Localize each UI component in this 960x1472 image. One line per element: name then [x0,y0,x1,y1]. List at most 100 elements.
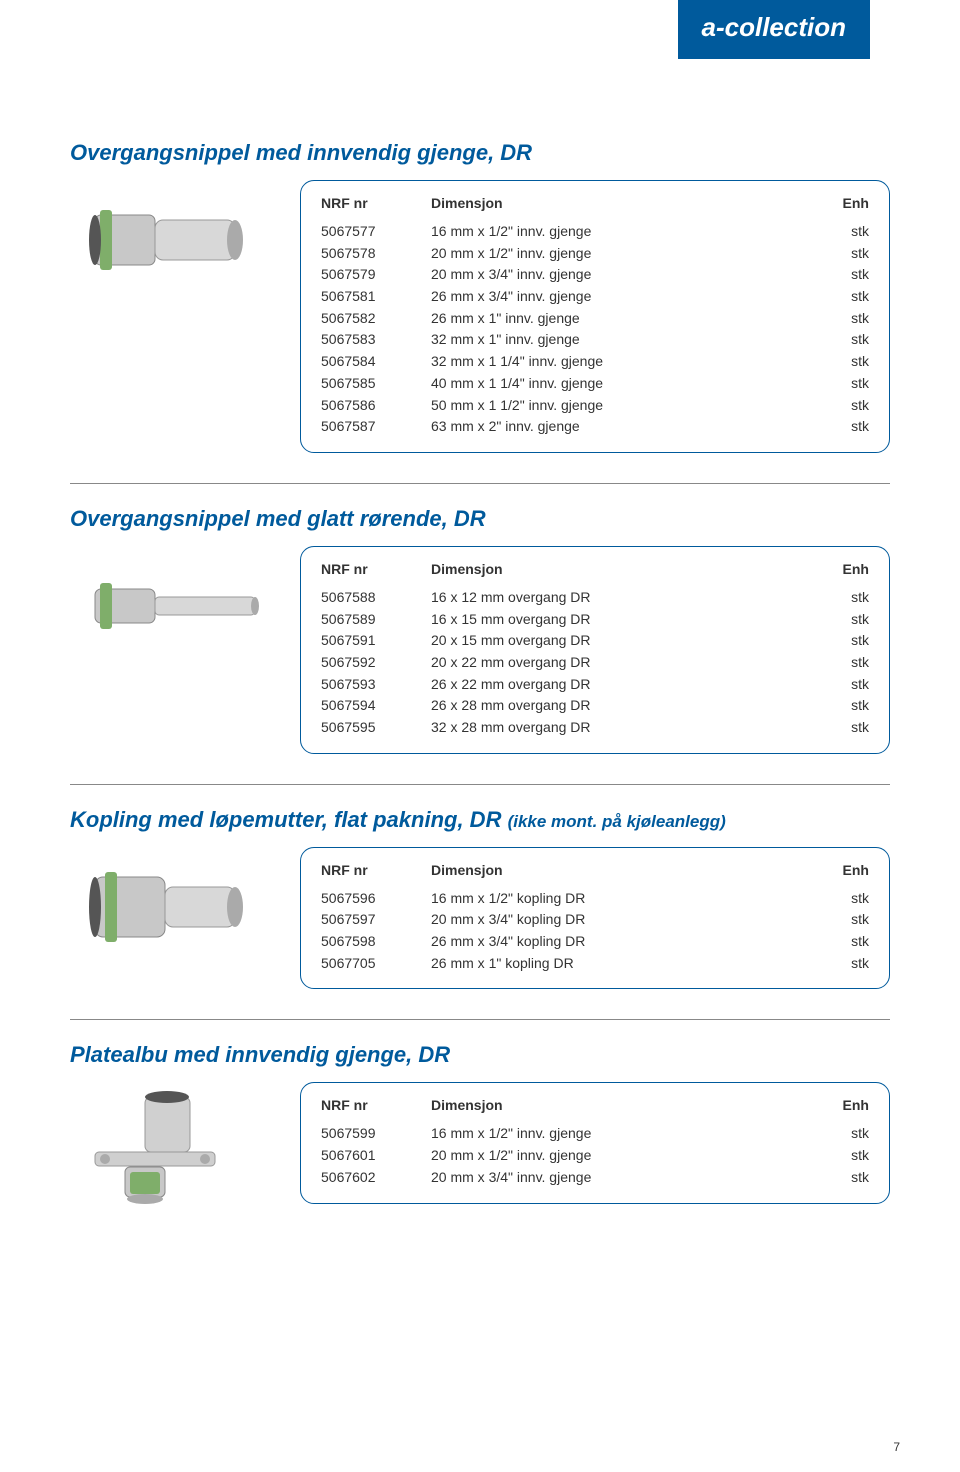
cell-nrf: 5067705 [321,953,431,975]
cell-enh: stk [819,652,869,674]
section-subtitle: (ikke mont. på kjøleanlegg) [508,812,726,831]
cell-enh: stk [819,1145,869,1167]
cell-nrf: 5067582 [321,308,431,330]
section-title: Overgangsnippel med glatt rørende, DR [70,506,890,532]
col-header-enh: Enh [819,561,869,577]
cell-dim: 26 mm x 3/4" innv. gjenge [431,286,819,308]
cell-enh: stk [819,395,869,417]
cell-dim: 50 mm x 1 1/2" innv. gjenge [431,395,819,417]
cell-enh: stk [819,931,869,953]
table-row: 506758126 mm x 3/4" innv. gjengestk [321,286,869,308]
cell-nrf: 5067579 [321,264,431,286]
section-divider [70,483,890,484]
cell-dim: 16 mm x 1/2" innv. gjenge [431,1123,819,1145]
cell-dim: 16 mm x 1/2" innv. gjenge [431,221,819,243]
section-divider [70,784,890,785]
section-title-text: Platealbu med innvendig gjenge, DR [70,1042,450,1067]
cell-enh: stk [819,308,869,330]
section-body: NRF nrDimensjonEnh506758816 x 12 mm over… [70,546,890,754]
product-section: Overgangsnippel med innvendig gjenge, DR… [70,140,890,453]
cell-nrf: 5067601 [321,1145,431,1167]
cell-nrf: 5067597 [321,909,431,931]
cell-dim: 20 mm x 3/4" kopling DR [431,909,819,931]
cell-enh: stk [819,373,869,395]
table-row: 506758540 mm x 1 1/4" innv. gjengestk [321,373,869,395]
cell-nrf: 5067588 [321,587,431,609]
col-header-dim: Dimensjon [431,561,819,577]
table-header: NRF nrDimensjonEnh [321,1097,869,1113]
table-row: 506758650 mm x 1 1/2" innv. gjengestk [321,395,869,417]
cell-dim: 20 mm x 3/4" innv. gjenge [431,264,819,286]
cell-dim: 40 mm x 1 1/4" innv. gjenge [431,373,819,395]
cell-nrf: 5067584 [321,351,431,373]
table-header: NRF nrDimensjonEnh [321,862,869,878]
cell-nrf: 5067599 [321,1123,431,1145]
section-body: NRF nrDimensjonEnh 506759616 mm x 1/2" ko… [70,847,890,990]
cell-nrf: 5067595 [321,717,431,739]
cell-dim: 20 mm x 1/2" innv. gjenge [431,243,819,265]
table-header: NRF nrDimensjonEnh [321,561,869,577]
cell-nrf: 5067583 [321,329,431,351]
section-body: NRF nrDimensjonEnh 506759916 mm x 1/2" in… [70,1082,890,1212]
col-header-nrf: NRF nr [321,561,431,577]
cell-nrf: 5067593 [321,674,431,696]
cell-dim: 20 mm x 1/2" innv. gjenge [431,1145,819,1167]
cell-enh: stk [819,630,869,652]
table-row: 506758332 mm x 1" innv. gjengestk [321,329,869,351]
section-title-text: Overgangsnippel med glatt rørende, DR [70,506,486,531]
table-row: 506759220 x 22 mm overgang DRstk [321,652,869,674]
cell-dim: 32 mm x 1" innv. gjenge [431,329,819,351]
table-row: 506760120 mm x 1/2" innv. gjengestk [321,1145,869,1167]
cell-dim: 20 x 15 mm overgang DR [431,630,819,652]
cell-dim: 20 x 22 mm overgang DR [431,652,819,674]
table-row: 506759916 mm x 1/2" innv. gjengestk [321,1123,869,1145]
section-divider [70,1019,890,1020]
col-header-nrf: NRF nr [321,862,431,878]
table-row: 506757820 mm x 1/2" innv. gjengestk [321,243,869,265]
cell-dim: 16 mm x 1/2" kopling DR [431,888,819,910]
cell-enh: stk [819,1123,869,1145]
product-section: Overgangsnippel med glatt rørende, DR NRF… [70,506,890,754]
cell-enh: stk [819,717,869,739]
cell-dim: 32 x 28 mm overgang DR [431,717,819,739]
cell-nrf: 5067587 [321,416,431,438]
col-header-nrf: NRF nr [321,1097,431,1113]
brand-tab: a-collection [678,0,870,59]
product-image [70,546,280,676]
product-section: Kopling med løpemutter, flat pakning, DR… [70,807,890,990]
cell-dim: 16 x 15 mm overgang DR [431,609,819,631]
product-image [70,847,280,977]
col-header-dim: Dimensjon [431,862,819,878]
cell-enh: stk [819,609,869,631]
product-image [70,180,280,310]
cell-nrf: 5067602 [321,1167,431,1189]
cell-nrf: 5067586 [321,395,431,417]
cell-enh: stk [819,909,869,931]
section-title: Kopling med løpemutter, flat pakning, DR… [70,807,890,833]
cell-dim: 63 mm x 2" innv. gjenge [431,416,819,438]
table-row: 506758432 mm x 1 1/4" innv. gjengestk [321,351,869,373]
col-header-enh: Enh [819,195,869,211]
table-row: 506759826 mm x 3/4" kopling DRstk [321,931,869,953]
product-section: Platealbu med innvendig gjenge, DR NRF nr… [70,1042,890,1212]
cell-enh: stk [819,416,869,438]
cell-dim: 26 x 22 mm overgang DR [431,674,819,696]
cell-nrf: 5067596 [321,888,431,910]
cell-nrf: 5067581 [321,286,431,308]
col-header-enh: Enh [819,862,869,878]
table-row: 506770526 mm x 1" kopling DRstk [321,953,869,975]
cell-nrf: 5067585 [321,373,431,395]
cell-nrf: 5067577 [321,221,431,243]
cell-enh: stk [819,587,869,609]
cell-enh: stk [819,888,869,910]
page-content: Overgangsnippel med innvendig gjenge, DR… [70,140,890,1242]
product-table: NRF nrDimensjonEnh 506759916 mm x 1/2" in… [300,1082,890,1203]
col-header-dim: Dimensjon [431,1097,819,1113]
col-header-dim: Dimensjon [431,195,819,211]
cell-enh: stk [819,351,869,373]
cell-enh: stk [819,329,869,351]
cell-nrf: 5067578 [321,243,431,265]
cell-nrf: 5067598 [321,931,431,953]
section-title-text: Kopling med løpemutter, flat pakning, DR [70,807,508,832]
table-row: 506759326 x 22 mm overgang DRstk [321,674,869,696]
